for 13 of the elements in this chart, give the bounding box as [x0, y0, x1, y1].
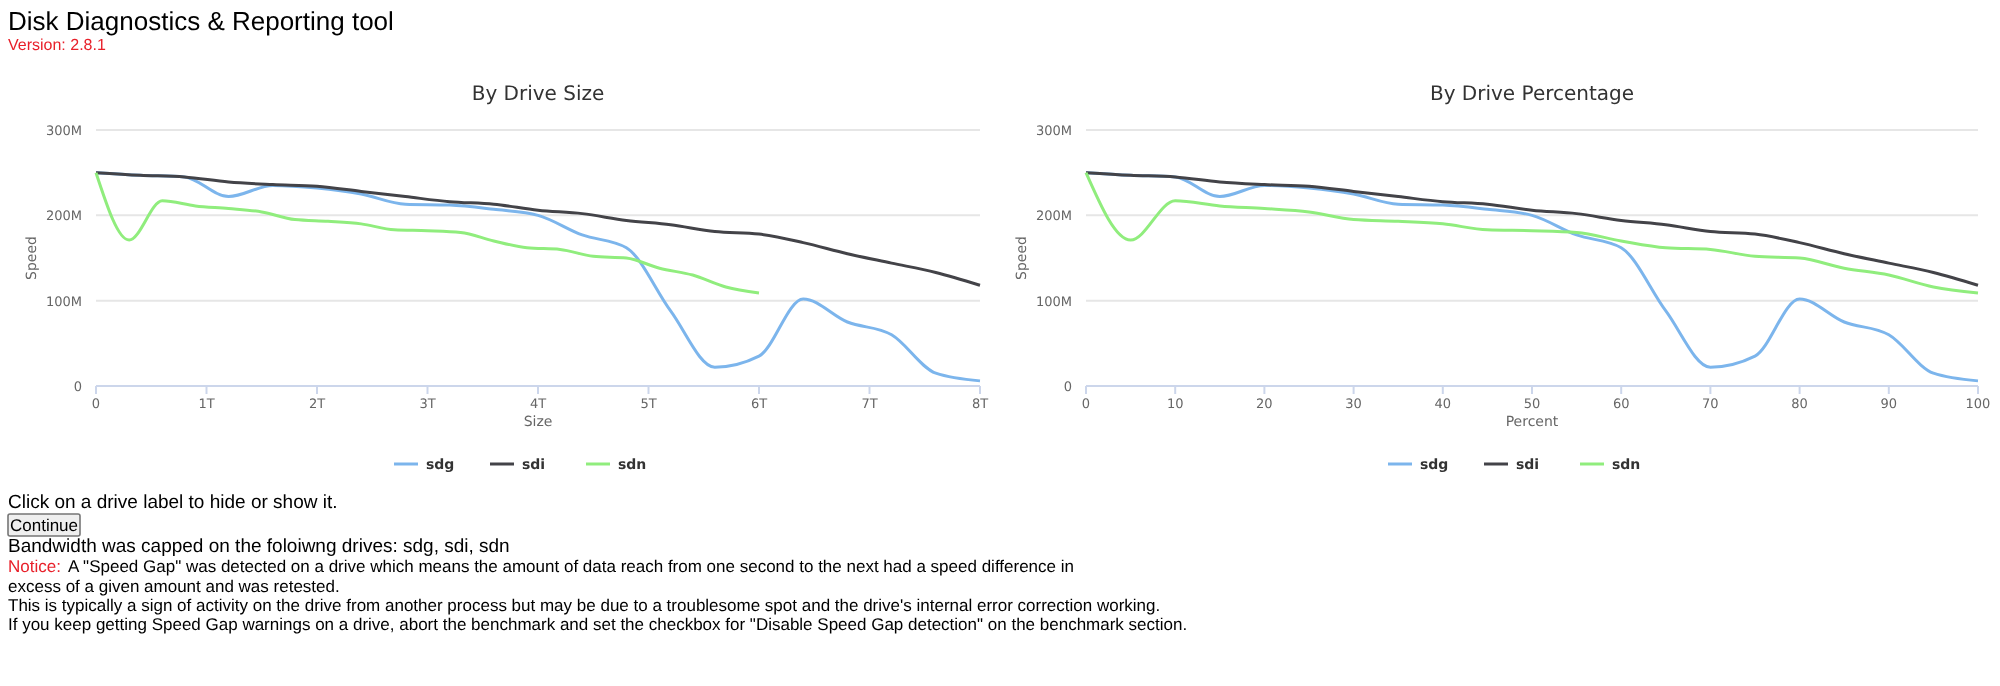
line-series [94, 171, 761, 295]
line-series [94, 171, 982, 287]
text: excess of a given amount and was retested. [8, 576, 340, 596]
chart-title: By Drive Percentage [1429, 84, 1635, 106]
text: Click on a drive label to hide or show it. [8, 492, 338, 514]
text: Bandwidth was capped on the foloiwng drives: sdg, sdi, sdn [8, 536, 510, 558]
text: If you keep getting Speed Gap warnings on a drive, abort the benchmark and set the checkbox for "Disable Speed Gap detection" on the benchmark section. [8, 614, 1188, 634]
chart-title: By Drive Size [471, 84, 605, 106]
text: Version: 2.8.1 [8, 36, 107, 54]
text: Disk Diagnostics & Reporting tool [8, 6, 395, 36]
text: This is typically a sign of activity on the drive from another process but may be due to a troublesome spot and the drive's internal error correction working. [8, 595, 1161, 615]
text: Notice: [8, 556, 61, 576]
text: A "Speed Gap" was detected on a drive which means the amount of data reach from one second to the next had a speed difference in [68, 556, 1075, 576]
